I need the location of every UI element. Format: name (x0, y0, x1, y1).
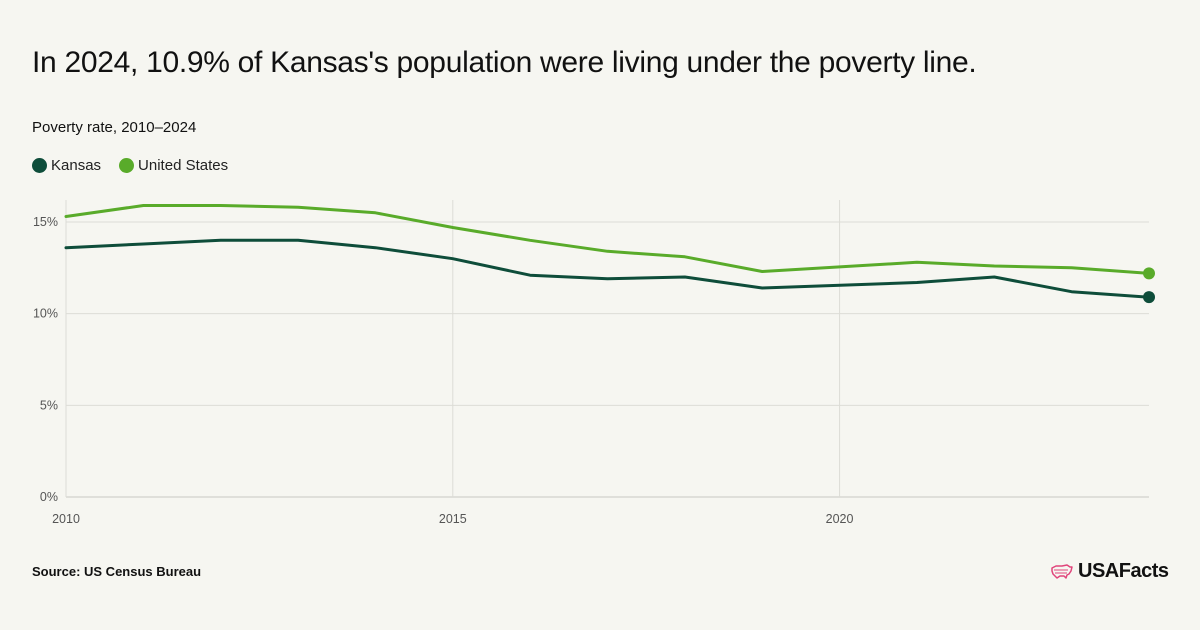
legend: Kansas United States (32, 157, 228, 174)
legend-swatch-kansas (32, 158, 47, 173)
source-note: Source: US Census Bureau (32, 564, 202, 579)
y-tick-label: 15% (33, 215, 58, 229)
legend-item-united-states: United States (119, 157, 228, 174)
usafacts-logo: USAFacts (1050, 560, 1169, 583)
legend-swatch-united-states (119, 158, 135, 173)
y-tick-label: 5% (40, 398, 58, 412)
chart-subtitle: Poverty rate, 2010–2024 (32, 119, 197, 136)
series-end-point-united-states (1143, 267, 1155, 280)
legend-label-united-states: United States (138, 157, 229, 174)
y-tick-label: 0% (40, 490, 58, 504)
series-line-united-states (64, 204, 1151, 275)
y-tick-label: 10% (33, 307, 58, 321)
legend-label-kansas: Kansas (51, 157, 102, 174)
chart-title: In 2024, 10.9% of Kansas's population we… (32, 46, 977, 79)
legend-item-kansas: Kansas (32, 157, 101, 174)
series-line-kansas (64, 238, 1151, 299)
x-tick-label: 2015 (439, 512, 467, 526)
series-end-point-kansas (1143, 291, 1155, 304)
x-tick-label: 2010 (52, 512, 80, 526)
us-map-icon (1051, 563, 1073, 579)
x-tick-label: 2020 (826, 512, 854, 526)
logo-text: USAFacts (1078, 560, 1169, 582)
